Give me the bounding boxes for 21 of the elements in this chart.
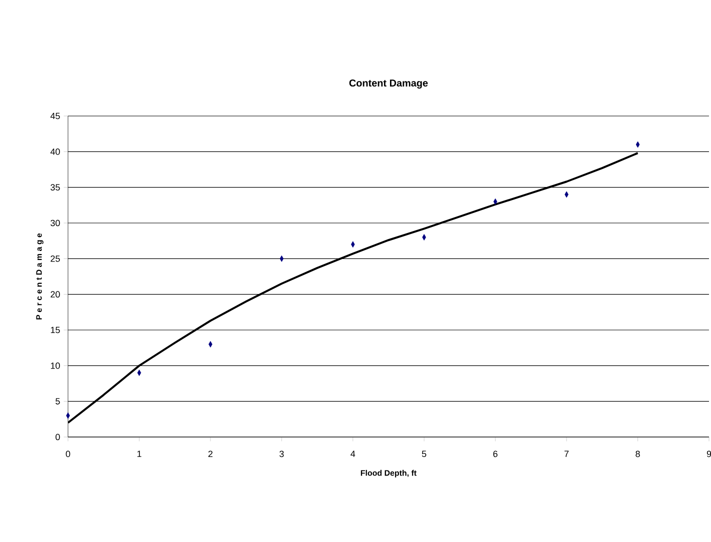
x-tick-label: 9 — [706, 450, 711, 458]
y-tick-label: 30 — [50, 220, 60, 226]
y-tick-label: 5 — [56, 398, 60, 404]
y-tick-label: 20 — [50, 291, 60, 298]
x-tick-label: 3 — [280, 450, 284, 458]
y-tick-label: 35 — [50, 184, 60, 191]
x-tick-label: 0 — [66, 450, 70, 458]
y-tick-label: 10 — [50, 362, 60, 369]
y-tick-label: 15 — [50, 326, 60, 334]
y-tick-label: 0 — [56, 434, 60, 440]
x-tick-label: 6 — [493, 450, 498, 458]
x-tick-label: 2 — [208, 450, 212, 458]
y-tick-label: 25 — [50, 255, 60, 262]
x-tick-label: 8 — [636, 450, 640, 458]
x-tick-label: 5 — [422, 450, 426, 458]
y-tick-label: 45 — [50, 112, 60, 120]
x-tick-label: 4 — [350, 450, 356, 457]
x-tick-label: 7 — [564, 450, 569, 457]
y-tick-label: 40 — [50, 148, 60, 155]
x-tick-label: 1 — [137, 450, 142, 457]
chart-title: Content Damage — [349, 80, 428, 89]
